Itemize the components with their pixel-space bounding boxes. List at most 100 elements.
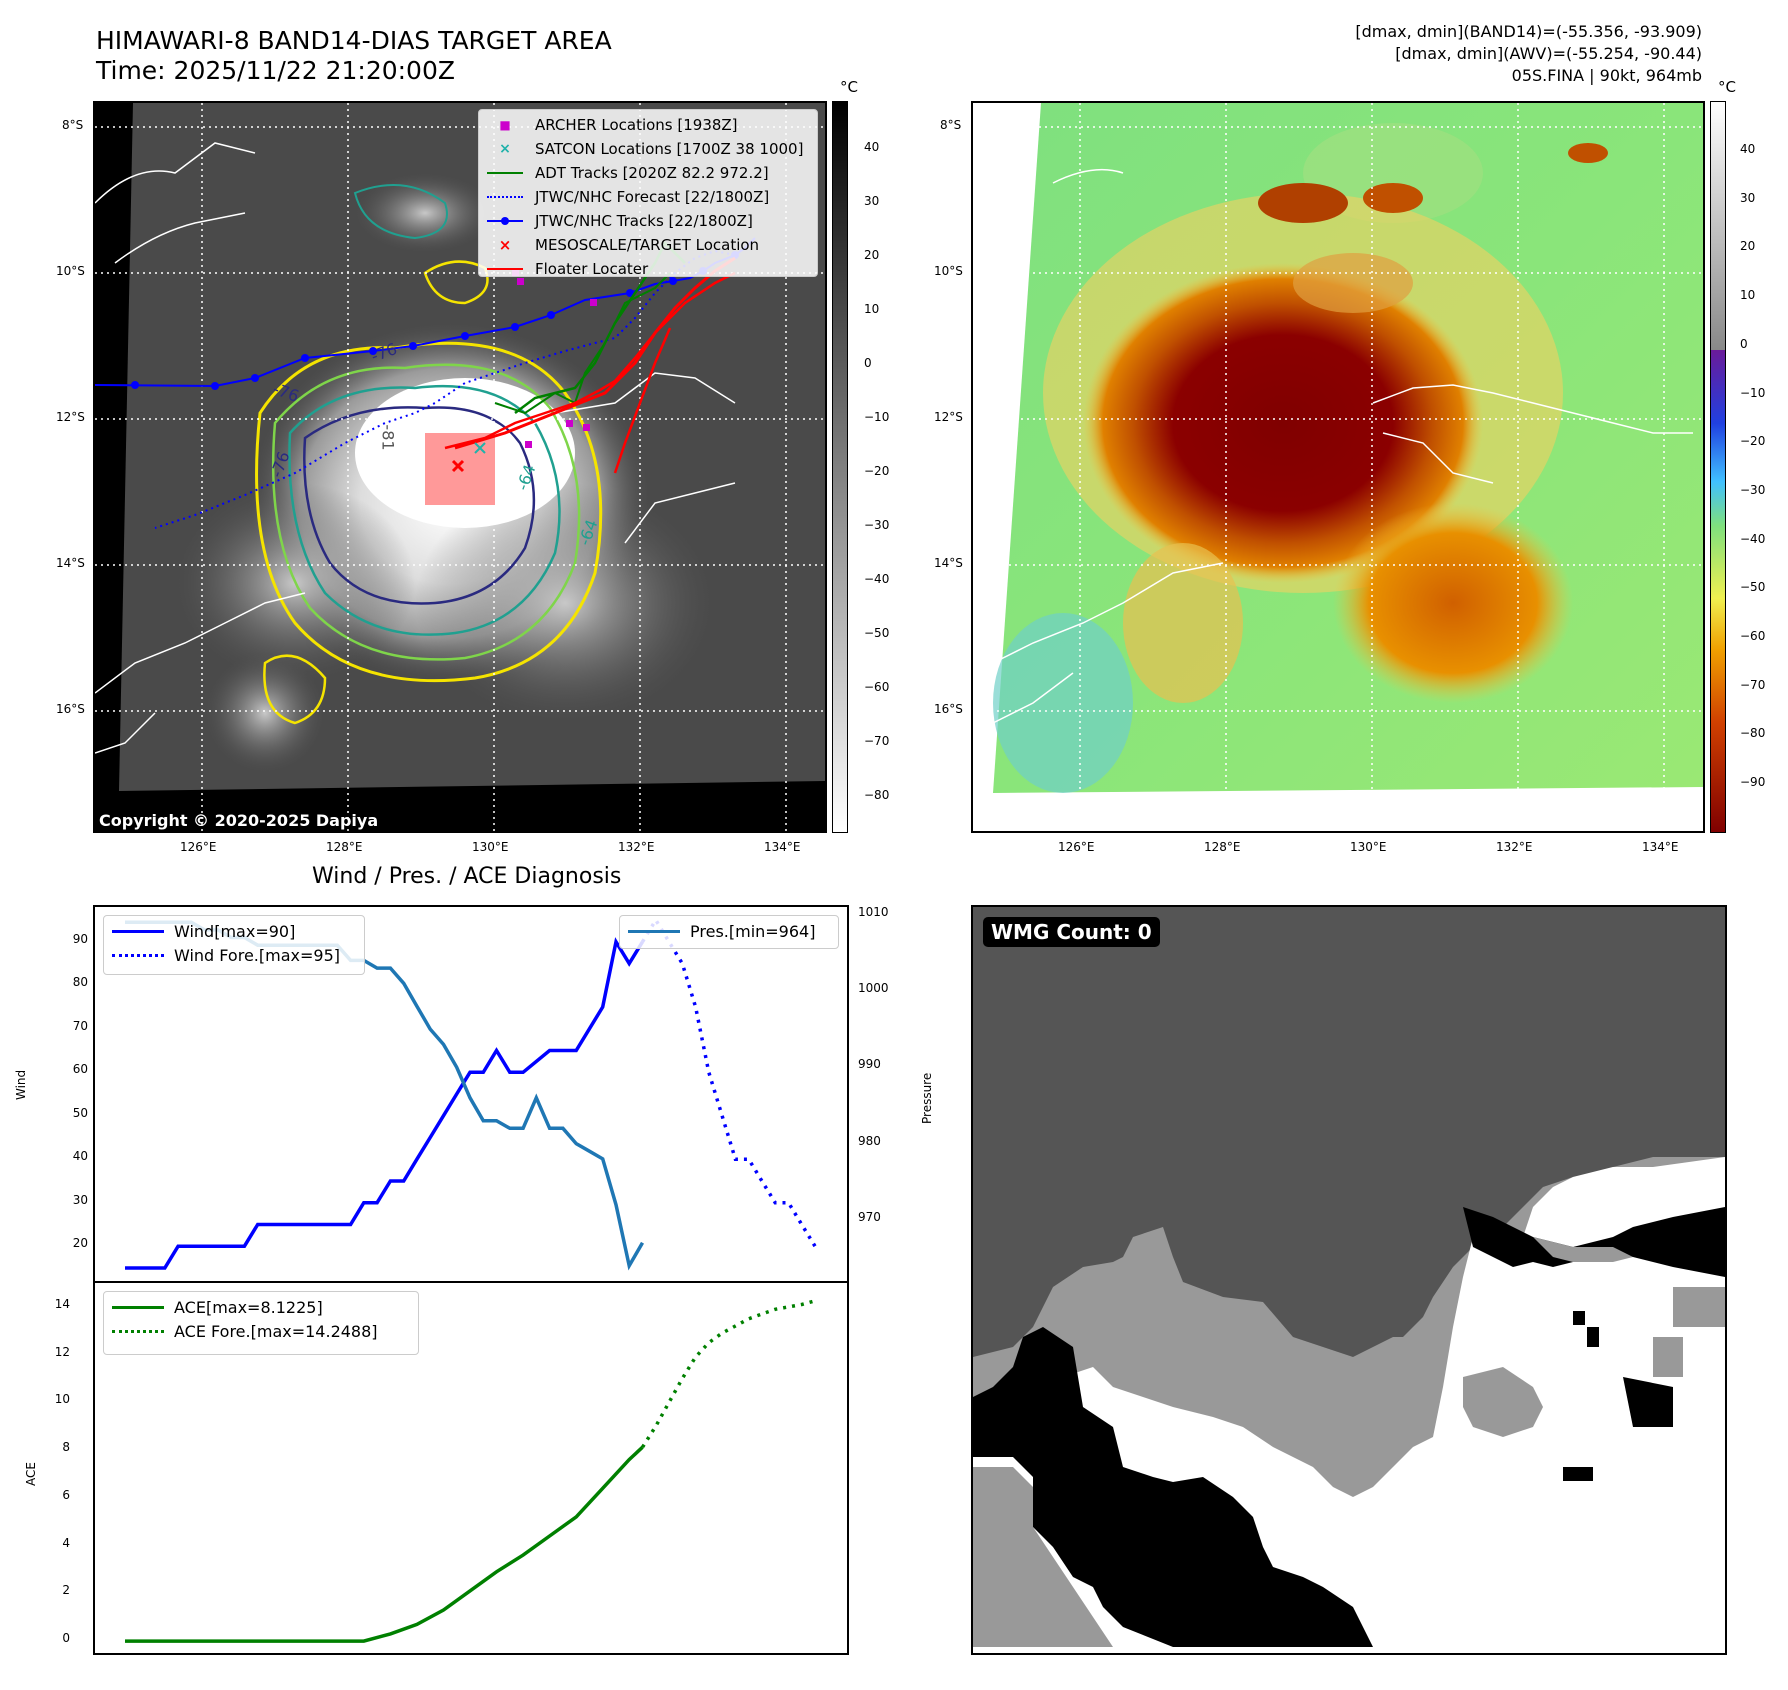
lat-label: 16°S (934, 702, 963, 716)
wind-tick-label: 60 (72, 1062, 88, 1077)
colorbar-tick-label: −10 (1740, 385, 1766, 400)
lat-label: 8°S (62, 118, 84, 132)
solid-line-icon (628, 929, 680, 933)
ir-map-panel: -76 -76 -76 -81 -64 -64 Copyright © 2020… (93, 101, 827, 833)
wind-tick-label: 40 (72, 1149, 88, 1164)
ace-tick-label: 4 (62, 1535, 70, 1550)
colorbar-tick-label: 20 (1740, 239, 1756, 254)
lon-label: 132°E (1496, 840, 1533, 854)
legend-item-floater: Floater Locater (487, 257, 809, 281)
ace-tick-label: 12 (54, 1344, 70, 1359)
x-marker-icon: × (499, 141, 511, 157)
wind-tick-label: 50 (72, 1105, 88, 1120)
solid-line-icon (487, 172, 523, 174)
dotted-line-icon (487, 196, 523, 198)
colorbar-tick-label: −90 (1740, 775, 1766, 790)
legend-item-wind-forecast: Wind Fore.[max=95] (112, 943, 356, 967)
solid-line-icon (112, 1305, 164, 1309)
lon-label: 130°E (1350, 840, 1387, 854)
solid-line-icon (487, 268, 523, 270)
colorbar-tick-label: 30 (1740, 190, 1756, 205)
dotted-line-icon (112, 1329, 164, 1333)
colorbar-tick-label: −30 (864, 518, 890, 532)
pressure-tick-label: 970 (858, 1209, 881, 1224)
colorbar-tick-label: −60 (1740, 629, 1766, 643)
colorbar-tick-label: −70 (864, 734, 890, 748)
legend-item-ace-forecast: ACE Fore.[max=14.2488] (112, 1319, 410, 1343)
ace-tick-label: 14 (54, 1296, 70, 1311)
colorbar-tick-label: 40 (864, 140, 880, 154)
pressure-legend: Pres.[min=964] (619, 915, 839, 949)
lon-label: 130°E (472, 840, 509, 854)
colorbar-tick-label: −80 (1740, 726, 1766, 741)
pressure-tick-label: 980 (858, 1133, 881, 1148)
colorbar-left (832, 101, 848, 833)
series-line-0 (125, 937, 644, 1270)
lon-label: 134°E (1642, 840, 1679, 854)
colorbar-tick-label: −50 (1740, 580, 1766, 595)
colorbar-tick-label: −30 (1740, 482, 1766, 497)
ace-tick-label: 6 (62, 1487, 70, 1502)
colorbar-tick-label: −20 (864, 464, 890, 478)
legend-item-tracks: JTWC/NHC Tracks [22/1800Z] (487, 209, 809, 233)
info-line-3: 05S.FINA | 90kt, 964mb (1511, 66, 1702, 85)
wind-tick-label: 20 (72, 1236, 88, 1251)
colorbar-tick-label: −70 (1740, 677, 1766, 692)
square-marker-icon: ■ (499, 118, 511, 132)
lat-label: 10°S (934, 264, 963, 278)
diagnosis-title: Wind / Pres. / ACE Diagnosis (312, 864, 622, 889)
enhanced-map-image (973, 103, 1703, 831)
info-line-1: [dmax, dmin](BAND14)=(-55.356, -93.909) (1355, 22, 1702, 41)
contour-label: -81 (378, 424, 398, 451)
colorbar-tick-label: 20 (864, 248, 880, 262)
colorbar-tick-label: 30 (864, 194, 880, 208)
wind-tick-label: 80 (72, 975, 88, 990)
ace-series-line-1 (641, 1299, 816, 1449)
map-legend: ■ ARCHER Locations [1938Z] × SATCON Locati… (478, 109, 818, 278)
legend-item-satcon: × SATCON Locations [1700Z 38 1000] (487, 137, 809, 161)
lat-label: 8°S (940, 118, 962, 132)
colorbar-tick-label: 40 (1740, 142, 1756, 156)
legend-item-ace: ACE[max=8.1225] (112, 1295, 410, 1319)
solid-line-icon (112, 929, 164, 933)
wmg-panel: WMG Count: 0 (971, 905, 1727, 1655)
colorbar-tick-label: 10 (1740, 288, 1756, 303)
colorbar-tick-label: −40 (864, 572, 890, 586)
colorbar-tick-label: −20 (1740, 434, 1766, 449)
legend-item-forecast: JTWC/NHC Forecast [22/1800Z] (487, 185, 809, 209)
lon-label: 126°E (1058, 840, 1095, 854)
ace-tick-label: 8 (62, 1440, 70, 1455)
colorbar-tick-label: −50 (864, 626, 890, 640)
lat-label: 12°S (56, 410, 85, 424)
pressure-tick-label: 990 (858, 1057, 881, 1072)
lat-label: 16°S (56, 702, 85, 716)
lat-label: 14°S (934, 556, 963, 570)
lon-label: 134°E (764, 840, 801, 854)
lat-label: 12°S (934, 410, 963, 424)
colorbar-tick-label: −80 (864, 788, 890, 802)
colorbar-unit: °C (1718, 78, 1736, 96)
line-dot-icon (487, 217, 523, 225)
page-title: HIMAWARI-8 BAND14-DIAS TARGET AREA (96, 26, 612, 55)
wmg-image (973, 1157, 1725, 1653)
lat-label: 10°S (56, 264, 85, 278)
legend-item-adt: ADT Tracks [2020Z 82.2 972.2] (487, 161, 809, 185)
legend-item-target: × MESOSCALE/TARGET Location (487, 233, 809, 257)
colorbar-tick-label: 10 (864, 302, 880, 316)
series-line-1 (641, 916, 817, 1248)
time-label: Time: 2025/11/22 21:20:00Z (96, 56, 455, 85)
wind-tick-label: 70 (72, 1018, 88, 1033)
wind-pressure-panel: Wind[max=90] Wind Fore.[max=95] Pres.[mi… (93, 905, 849, 1283)
pressure-tick-label: 1010 (858, 904, 889, 919)
lon-label: 132°E (618, 840, 655, 854)
legend-item-wind: Wind[max=90] (112, 919, 356, 943)
ace-legend: ACE[max=8.1225] ACE Fore.[max=14.2488] (103, 1291, 419, 1355)
legend-item-archer: ■ ARCHER Locations [1938Z] (487, 113, 809, 137)
lon-label: 128°E (326, 840, 363, 854)
enhanced-map-panel (971, 101, 1705, 833)
wind-legend: Wind[max=90] Wind Fore.[max=95] (103, 915, 365, 975)
colorbar-tick-label: −60 (864, 680, 890, 694)
ace-tick-label: 10 (54, 1392, 70, 1407)
ace-panel: ACE[max=8.1225] ACE Fore.[max=14.2488] (93, 1281, 849, 1655)
wmg-count-badge: WMG Count: 0 (983, 917, 1160, 947)
